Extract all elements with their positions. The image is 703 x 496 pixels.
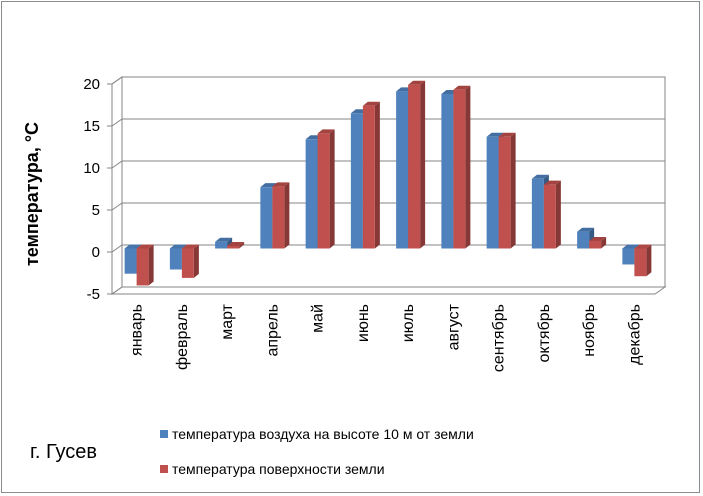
bar-top-air — [577, 227, 595, 232]
x-tick-label: октябрь — [536, 304, 553, 362]
bar-surface — [543, 184, 556, 249]
bar-top-surface — [317, 129, 335, 134]
bar-surface — [453, 89, 466, 249]
bar-top-air — [169, 244, 187, 249]
bar-air — [622, 248, 635, 265]
gridline-5 — [111, 76, 665, 85]
bar-side-surface — [374, 101, 380, 249]
bar-air — [169, 248, 182, 270]
bar-top-surface — [453, 85, 471, 90]
legend-item-surface: температура поверхности земли — [160, 461, 385, 477]
bar-air — [441, 93, 454, 249]
bar-surface — [136, 248, 149, 286]
bar-top-air — [622, 244, 640, 249]
bar-top-surface — [181, 244, 199, 249]
x-tick-label: июль — [400, 304, 417, 342]
x-tick-label: декабрь — [626, 304, 643, 365]
y-tick-label: 0 — [92, 244, 100, 261]
x-tick-label: август — [445, 303, 462, 350]
bar-top-surface — [408, 80, 426, 85]
bar-surface — [317, 133, 330, 249]
x-tick-label: март — [219, 303, 236, 339]
y-axis-title: температура, °C — [22, 122, 42, 266]
gridline-2 — [111, 202, 665, 211]
bar-top-air — [531, 174, 549, 179]
city-label: г. Гусев — [30, 441, 97, 463]
bar-air — [124, 248, 137, 274]
bar-side-surface — [420, 80, 426, 249]
bar-surface — [362, 105, 375, 249]
bar-surface — [272, 186, 285, 249]
bar-air — [396, 91, 409, 249]
x-tick-label: сентябрь — [491, 304, 508, 372]
bar-surface — [589, 240, 602, 249]
x-tick-label: июнь — [355, 304, 372, 342]
gridline-1 — [111, 244, 665, 253]
y-tick-label: 10 — [83, 160, 100, 177]
bar-side-surface — [555, 180, 561, 249]
x-tick-label: май — [310, 304, 327, 333]
bar-air — [260, 187, 273, 249]
bar-surface — [498, 136, 511, 249]
bar-side-surface — [510, 132, 516, 249]
gridline-3 — [111, 160, 665, 169]
legend-swatch-air — [160, 430, 168, 438]
gridline-0 — [111, 286, 665, 295]
y-tick-label: 5 — [92, 202, 100, 219]
bar-top-surface — [498, 132, 516, 137]
x-tick-label: ноябрь — [581, 304, 598, 357]
y-tick-label: 15 — [83, 118, 100, 135]
bar-top-surface — [136, 244, 154, 249]
bar-side-surface — [465, 85, 471, 249]
bar-air — [215, 241, 228, 249]
bar-top-surface — [589, 236, 607, 241]
bar-surface — [634, 248, 647, 277]
bar-top-air — [124, 244, 142, 249]
y-tick-label: -5 — [87, 286, 100, 303]
bar-side-surface — [601, 236, 607, 249]
bar-surface — [408, 84, 421, 249]
bar-top-surface — [543, 180, 561, 185]
x-tick-label: январь — [129, 304, 146, 356]
bar-side-surface — [329, 129, 335, 249]
bar-top-surface — [272, 182, 290, 187]
legend-swatch-surface — [160, 465, 168, 473]
back-wall — [121, 76, 666, 288]
bar-air — [577, 231, 590, 249]
bar-air — [305, 139, 318, 249]
legend-item-air: температура воздуха на высоте 10 м от зе… — [160, 426, 474, 442]
bar-air — [350, 113, 363, 249]
side-wall — [111, 76, 123, 295]
x-tick-label: апрель — [264, 304, 281, 357]
bar-side-surface — [239, 241, 245, 249]
x-tick-label: февраль — [174, 304, 191, 370]
bar-air — [531, 178, 544, 249]
bar-surface — [181, 248, 194, 278]
bar-surface — [227, 245, 240, 249]
bar-side-surface — [646, 244, 652, 277]
bar-side-surface — [284, 182, 290, 249]
floor — [110, 286, 667, 295]
bar-side-surface — [193, 244, 199, 278]
legend-label-air: температура воздуха на высоте 10 м от зе… — [172, 426, 474, 442]
bar-top-surface — [362, 101, 380, 106]
bar-air — [486, 136, 499, 249]
bar-side-surface — [148, 244, 154, 286]
bar-top-surface — [227, 241, 245, 246]
bar-top-air — [486, 132, 504, 137]
legend-label-surface: температура поверхности земли — [172, 461, 385, 477]
bar-top-surface — [634, 244, 652, 249]
y-tick-label: 20 — [83, 76, 100, 93]
bar-top-air — [215, 237, 233, 242]
gridline-4 — [111, 118, 665, 127]
